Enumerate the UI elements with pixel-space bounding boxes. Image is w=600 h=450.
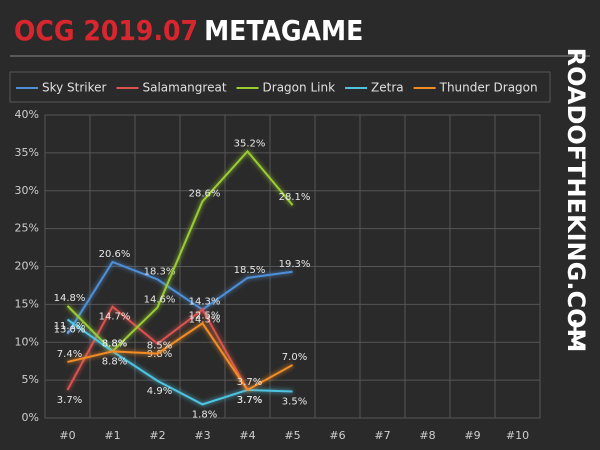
data-label: 7.4%	[57, 349, 82, 360]
y-tick-label: 5%	[22, 373, 39, 386]
y-tick-label: 10%	[15, 335, 39, 348]
y-tick-label: 30%	[15, 184, 39, 197]
data-label: 14.3%	[189, 297, 221, 308]
watermark: ROADOFTHEKING.COM	[562, 48, 590, 353]
series-line	[66, 318, 293, 406]
data-label: 9.8%	[147, 349, 172, 360]
series-line	[66, 305, 249, 391]
legend-label: Dragon Link	[263, 81, 336, 95]
data-label: 20.6%	[99, 249, 131, 260]
y-tick-label: 20%	[15, 260, 39, 273]
data-label: 1.8%	[192, 409, 217, 420]
series-line	[66, 149, 294, 353]
series-line	[67, 321, 293, 392]
data-label: 35.2%	[234, 138, 266, 149]
data-label: 28.6%	[189, 188, 221, 199]
title-red: OCG 2019.07	[14, 14, 198, 47]
legend-box	[9, 71, 551, 103]
data-label: 8.8%	[102, 338, 127, 349]
data-label: 3.7%	[57, 395, 82, 406]
y-tick-label: 35%	[15, 146, 39, 159]
x-tick-label: #5	[284, 429, 300, 442]
y-tick-label: 15%	[15, 297, 39, 310]
data-label: 11.1%	[54, 321, 86, 332]
data-label: 8.8%	[102, 338, 127, 349]
data-label: 3.7%	[237, 395, 262, 406]
y-tick-label: 25%	[15, 222, 39, 235]
title: OCG 2019.07 METAGAME	[14, 14, 363, 47]
data-label: 13.0%	[54, 325, 86, 336]
x-tick-label: #2	[149, 429, 165, 442]
data-label: 14.8%	[54, 293, 86, 304]
y-tick-label: 0%	[22, 411, 39, 424]
data-label: 19.3%	[279, 259, 311, 270]
legend-label: Sky Striker	[42, 81, 107, 95]
data-label: 3.7%	[237, 377, 262, 388]
x-tick-label: #8	[419, 429, 435, 442]
y-tick-label: 40%	[15, 108, 39, 121]
x-tick-label: #3	[194, 429, 210, 442]
data-label: 28.1%	[279, 192, 311, 203]
x-tick-label: #4	[239, 429, 255, 442]
data-label: 18.5%	[234, 265, 266, 276]
data-label: 4.9%	[147, 386, 172, 397]
data-label: 3.5%	[282, 396, 307, 407]
legend-label: Salamangreat	[142, 81, 226, 95]
data-label: 8.8%	[102, 356, 127, 367]
x-tick-label: #10	[506, 429, 529, 442]
x-tick-label: #7	[374, 429, 390, 442]
data-label: 14.7%	[99, 312, 131, 323]
series-line	[66, 260, 293, 335]
data-label: 12.5%	[189, 310, 221, 321]
title-white: METAGAME	[204, 14, 363, 47]
data-label: 14.3%	[189, 315, 221, 326]
data-label: 8.5%	[147, 341, 172, 352]
x-tick-label: #1	[104, 429, 120, 442]
legend-label: Zetra	[371, 81, 404, 95]
legend-label: Thunder Dragon	[439, 81, 538, 95]
x-tick-label: #0	[59, 429, 75, 442]
x-tick-label: #9	[464, 429, 480, 442]
data-label: 18.3%	[144, 266, 176, 277]
data-label: 14.6%	[144, 294, 176, 305]
data-label: 3.7%	[237, 395, 262, 406]
data-label: 7.0%	[282, 352, 307, 363]
x-tick-label: #6	[329, 429, 345, 442]
